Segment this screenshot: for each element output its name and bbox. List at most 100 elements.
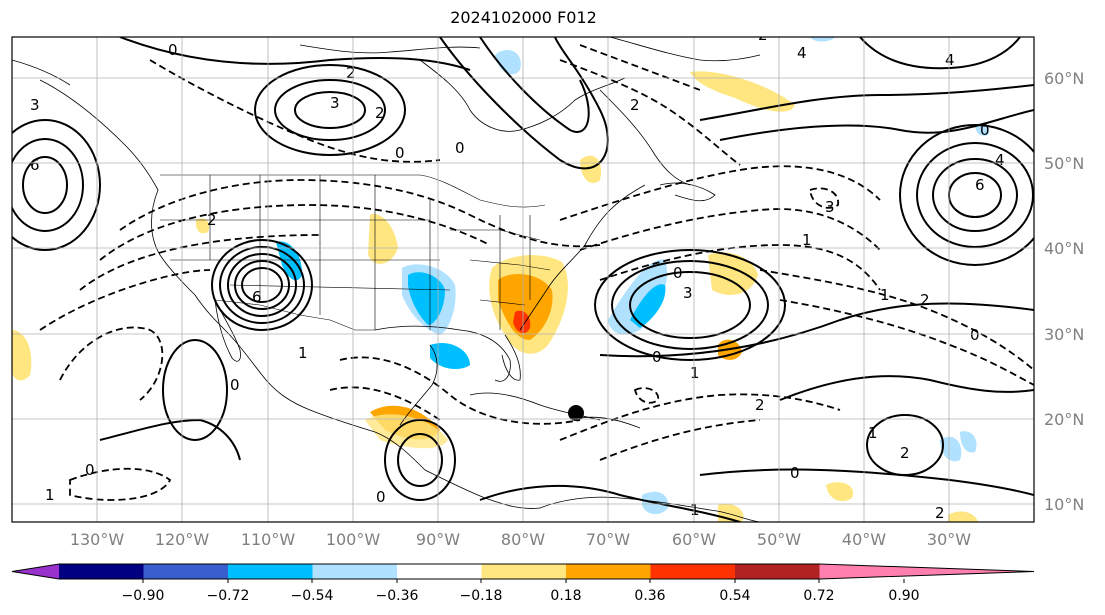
contour-label: 0	[230, 376, 240, 394]
coast-south-am	[539, 496, 761, 522]
contour-label: 2	[935, 504, 945, 522]
contour-atl-1	[594, 249, 786, 361]
colorbar-swatch	[59, 564, 144, 579]
contour-label: 0	[376, 488, 386, 506]
colorbar-swatches	[11, 563, 1035, 580]
lon-label: 90°W	[416, 530, 460, 549]
lat-axis-labels: 60°N 50°N 40°N 30°N 20°N 10°N	[1044, 69, 1084, 514]
contour-label: 0	[652, 348, 662, 366]
contour-nw-3	[22, 156, 68, 214]
colorbar-tick-label: −0.90	[122, 588, 165, 604]
contour-label: 3	[30, 96, 40, 114]
shade-cool-east	[940, 436, 962, 462]
colorbar-swatch	[228, 564, 313, 579]
shade-warm-caribbean-pale	[365, 414, 448, 449]
contour-label: 2	[630, 96, 640, 114]
contour-label: 6	[30, 156, 40, 174]
dash-small-1	[633, 387, 659, 404]
lat-label: 20°N	[1044, 410, 1084, 429]
colorbar-swatch	[566, 564, 651, 579]
colorbar-tick-label: −0.18	[460, 588, 503, 604]
lat-label: 30°N	[1044, 325, 1084, 344]
colorbar-tick-labels: −0.90 −0.72 −0.54 −0.36 −0.18 0.18 0.36 …	[122, 588, 920, 604]
shade-warm-labrador	[690, 71, 795, 112]
contour-label: 1	[868, 424, 878, 442]
colorbar-swatch	[735, 564, 820, 579]
colorbar-outline	[11, 563, 1035, 580]
contour-zero-2	[699, 468, 1034, 496]
contour-north-ridge	[439, 37, 609, 170]
dash-trough-1	[119, 179, 601, 248]
dash-small-2	[809, 187, 839, 209]
contour-north-ridge2	[479, 37, 590, 133]
dash-pac-1	[69, 467, 172, 501]
contour-low-sw-2	[219, 246, 305, 324]
contour-hudson-3	[294, 91, 366, 129]
contour-label: 2	[758, 26, 768, 44]
colorbar-tick-label: 0.90	[888, 588, 919, 604]
shade-warm-plains	[368, 214, 398, 264]
contour-arctic-2	[699, 84, 1034, 121]
lon-axis-labels: 130°W 120°W 110°W 100°W 90°W 80°W 70°W 6…	[70, 530, 971, 549]
coast-greenland	[609, 37, 761, 62]
contour-nw-1	[12, 119, 101, 251]
border-states-4	[499, 215, 531, 330]
dash-nw-1	[149, 59, 441, 163]
contour-label: 3	[683, 284, 693, 302]
shade-blue-atlantic	[630, 284, 666, 328]
contour-ca-1	[384, 419, 456, 501]
colorbar-tick-label: −0.36	[376, 588, 419, 604]
dash-trough-3	[79, 234, 321, 291]
lon-label: 70°W	[586, 530, 630, 549]
contour-wave-east	[779, 375, 1034, 401]
contour-label: 2	[900, 444, 910, 462]
coast-hudson	[419, 59, 626, 132]
colorbar: −0.90 −0.72 −0.54 −0.36 −0.18 0.18 0.36 …	[11, 563, 1035, 604]
colorbar-tick-label: −0.54	[291, 588, 334, 604]
map-title: 2024102000 F012	[450, 8, 597, 27]
contour-label: 2	[920, 291, 930, 309]
contour-ca-2	[397, 433, 443, 487]
dash-trough-2	[99, 204, 491, 261]
contour-label: 6	[975, 176, 985, 194]
border-us-mexico	[214, 299, 375, 331]
contour-label: 0	[85, 461, 95, 479]
contour-label: 1	[690, 364, 700, 382]
colorbar-extend-high	[819, 564, 1034, 579]
contour-label: 1	[880, 286, 890, 304]
dash-gulf-2	[329, 386, 441, 421]
storm-marker	[568, 405, 584, 421]
colorbar-swatch	[143, 564, 229, 579]
lon-label: 120°W	[155, 530, 210, 549]
shade-cool-gulfcoast	[430, 342, 470, 370]
contour-hudson-1	[254, 64, 406, 156]
shade-warm-quebec	[580, 155, 602, 184]
lat-label: 40°N	[1044, 239, 1084, 258]
contour-label: 0	[455, 139, 465, 157]
contour-label: 4	[945, 51, 955, 69]
dash-trop-2	[599, 419, 761, 461]
lon-label: 40°W	[842, 530, 886, 549]
colorbar-swatch	[397, 564, 482, 579]
colorbar-swatch	[650, 564, 736, 579]
contour-label: 2	[207, 211, 217, 229]
shade-warm-rockies	[195, 218, 210, 234]
contour-pac-low	[162, 339, 228, 441]
contour-arctic-3	[719, 109, 1034, 141]
dash-trop-1	[559, 393, 841, 441]
coastlines	[12, 37, 761, 522]
shade-blue-texas	[408, 272, 445, 325]
contour-ne-3	[932, 158, 1018, 232]
contour-label: 0	[980, 121, 990, 139]
coast-atlantic	[519, 184, 646, 331]
coast-gulf	[374, 325, 511, 382]
contour-label: 0	[673, 264, 683, 282]
contour-label: 0	[970, 326, 980, 344]
contours-solid	[12, 37, 1034, 522]
map-frame	[11, 36, 1035, 523]
colorbar-ticks	[142, 579, 905, 583]
contour-label: 2	[755, 396, 765, 414]
contour-hudson-2	[274, 79, 386, 141]
colorbar-swatch	[481, 564, 567, 579]
lat-label: 10°N	[1044, 495, 1084, 514]
